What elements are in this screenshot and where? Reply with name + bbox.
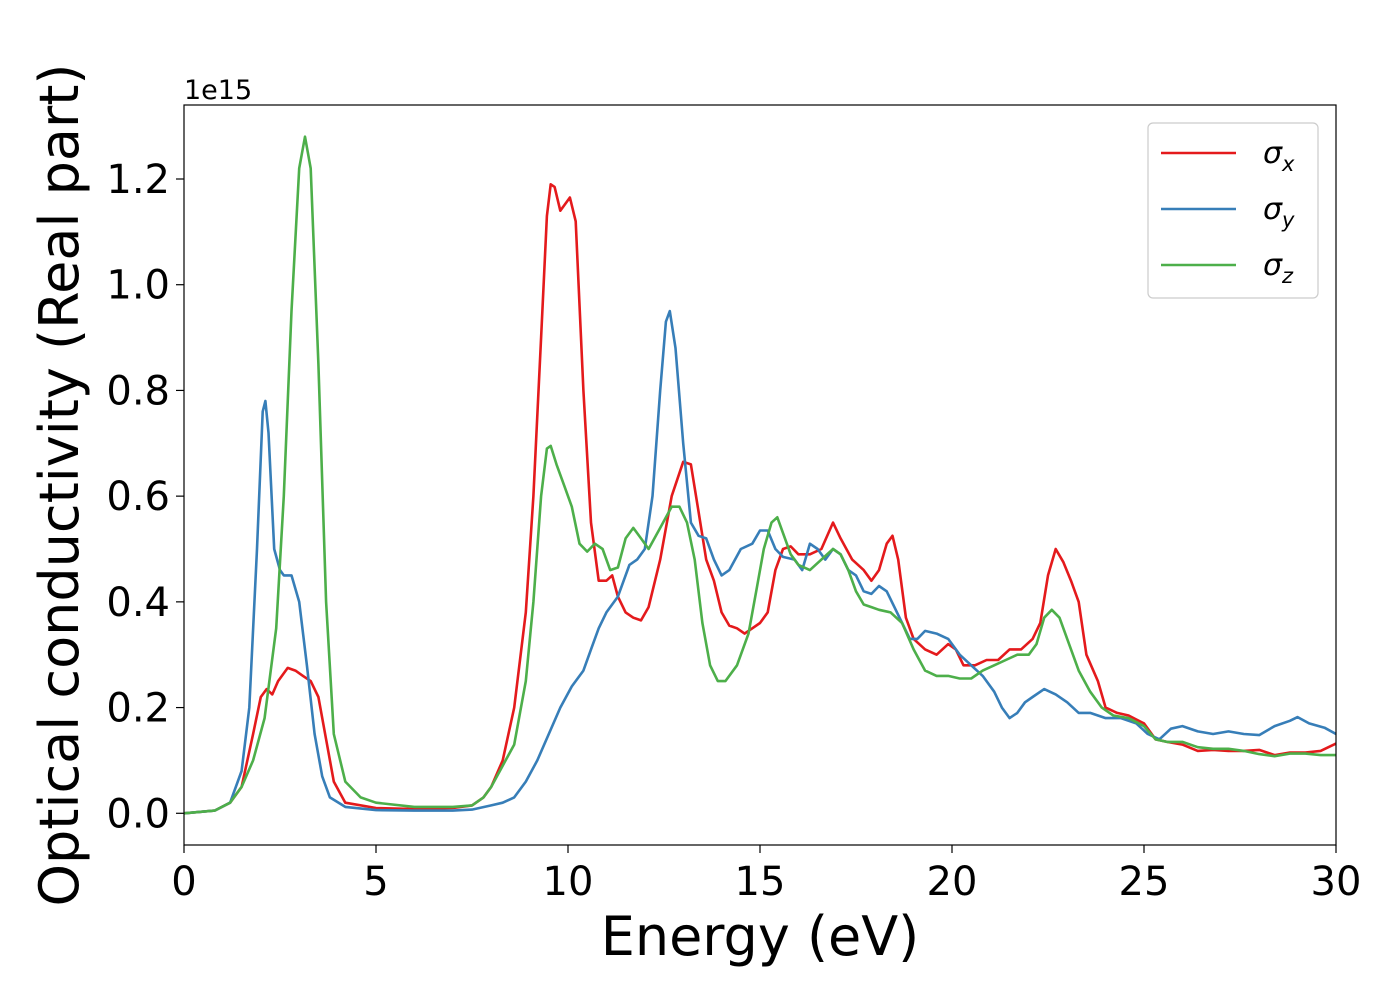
- y-tick-label: 0.4: [106, 580, 170, 626]
- ticks-layer: 0 5 10 15 20 25 30 0.0 0.2 0.4 0.6 0.8 1.0 1.2: [106, 157, 1361, 905]
- legend: σx σy σz: [1147, 122, 1319, 299]
- series-line-z: [184, 135, 1336, 815]
- y-tick-label: 1.0: [106, 263, 170, 309]
- x-axis-title: Energy (eV): [601, 905, 920, 968]
- x-tick-label: 0: [171, 859, 196, 905]
- legend-label-x: σx: [1263, 136, 1295, 176]
- y-tick-label: 0.6: [106, 474, 170, 520]
- x-tick-label: 15: [735, 859, 786, 905]
- series-line-y: [184, 309, 1336, 815]
- x-tick-label: 25: [1119, 859, 1170, 905]
- x-tick-label: 30: [1311, 859, 1362, 905]
- y-tick-label: 0.8: [106, 368, 170, 414]
- legend-label-y: σy: [1263, 192, 1295, 232]
- y-tick-label: 0.0: [106, 791, 170, 837]
- y-axis-title: Optical conductivity (Real part): [28, 64, 91, 907]
- series-layer: [184, 135, 1336, 815]
- x-tick-label: 20: [927, 859, 978, 905]
- legend-label-z: σz: [1263, 248, 1294, 288]
- y-offset-label: 1e15: [184, 75, 252, 106]
- x-tick-label: 5: [363, 859, 388, 905]
- x-tick-label: 10: [543, 859, 594, 905]
- legend-box: [1147, 122, 1319, 299]
- y-tick-label: 0.2: [106, 686, 170, 732]
- y-tick-label: 1.2: [106, 157, 170, 203]
